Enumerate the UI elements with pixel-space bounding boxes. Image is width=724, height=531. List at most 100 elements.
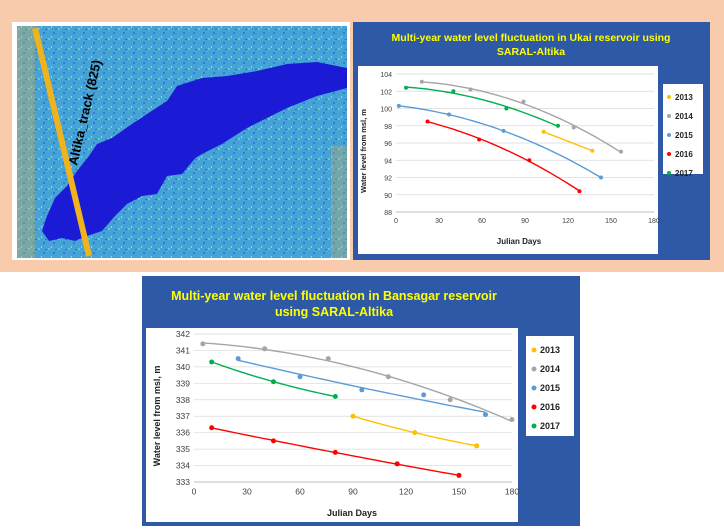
bans-legend-label-2016: 2016: [540, 402, 560, 412]
ukai-point-2014: [619, 149, 624, 154]
bans-point-2014: [385, 374, 391, 380]
bans-legend-marker-2017: [531, 423, 537, 429]
bans-y-tick-label: 337: [176, 411, 190, 421]
ukai-y-tick-label: 100: [380, 107, 392, 114]
bans-point-2015: [235, 356, 241, 362]
bans-trendline-2014: [202, 342, 513, 423]
ukai-point-2015: [598, 175, 603, 180]
bans-y-tick-label: 335: [176, 444, 190, 454]
ukai-legend-marker-2016: [667, 152, 671, 156]
bans-point-2015: [359, 387, 365, 393]
bans-legend-label-2015: 2015: [540, 383, 560, 393]
bans-y-tick-label: 339: [176, 378, 190, 388]
ukai-chart-title-line1: Multi-year water level fluctuation in Uk…: [392, 32, 671, 44]
ukai-point-2016: [425, 119, 430, 124]
ukai-x-tick-label: 0: [394, 218, 398, 225]
ukai-legend-label-2017: 2017: [675, 169, 693, 178]
bans-y-tick-label: 340: [176, 362, 190, 372]
bansagar-chart-title-line1: Multi-year water level fluctuation in Ba…: [171, 289, 497, 303]
ukai-trendline-2014: [421, 81, 622, 153]
bans-point-2016: [271, 438, 276, 444]
bans-point-2017: [209, 359, 215, 365]
bans-legend-label-2014: 2014: [540, 364, 560, 374]
bans-point-2016: [394, 461, 400, 467]
bans-point-2016: [332, 449, 338, 455]
bans-y-tick-label: 334: [176, 461, 190, 471]
ukai-trendline-2016: [427, 121, 580, 192]
bans-y-tick-label: 336: [176, 428, 190, 438]
bans-legend-marker-2015: [531, 385, 537, 391]
ukai-y-tick-label: 98: [384, 124, 392, 131]
bansagar-plot-area: [146, 328, 518, 522]
bansagar-y-axis-label: Water level from msl, m: [152, 366, 162, 467]
ukai-point-2017: [451, 89, 456, 94]
bans-x-tick-label: 30: [242, 487, 252, 497]
ukai-x-axis-label: Julian Days: [497, 237, 542, 246]
altika-track-line: [32, 27, 92, 257]
bans-point-2016: [456, 472, 462, 478]
ukai-y-tick-label: 104: [380, 72, 392, 79]
ukai-legend-marker-2014: [667, 114, 671, 118]
bans-y-tick-label: 333: [176, 477, 190, 487]
ukai-legend-marker-2013: [667, 95, 671, 99]
ukai-point-2017: [555, 123, 560, 128]
bans-point-2014: [325, 356, 331, 362]
ukai-chart-title-line2: SARAL-Altika: [497, 46, 565, 58]
bansagar-chart: Multi-year water level fluctuation in Ba…: [146, 289, 574, 522]
bans-x-tick-label: 60: [295, 487, 305, 497]
ukai-point-2017: [504, 106, 509, 111]
ukai-point-2015: [501, 128, 506, 133]
satellite-noise-band: [17, 26, 35, 258]
bans-point-2015: [483, 412, 488, 418]
bans-legend-label-2013: 2013: [540, 345, 560, 355]
ukai-y-tick-label: 96: [384, 141, 392, 148]
ukai-point-2014: [521, 99, 526, 104]
ukai-trendline-2013: [543, 131, 593, 152]
ukai-point-2013: [541, 129, 546, 134]
ukai-x-tick-label: 60: [478, 218, 486, 225]
ukai-point-2016: [527, 158, 532, 163]
satellite-image: Altika_track (825): [17, 26, 347, 258]
bans-point-2013: [350, 413, 356, 419]
bans-x-tick-label: 0: [192, 487, 197, 497]
ukai-trendline-2017: [405, 86, 559, 128]
ukai-point-2013: [590, 148, 595, 153]
ukai-y-tick-label: 88: [384, 210, 392, 217]
bans-point-2013: [474, 443, 480, 449]
ukai-point-2014: [571, 125, 576, 130]
ukai-point-2016: [477, 137, 482, 142]
ukai-y-tick-label: 94: [384, 158, 392, 165]
bansagar-x-axis-label: Julian Days: [327, 508, 377, 518]
reservoir-arm: [167, 142, 197, 176]
bans-point-2015: [297, 374, 303, 380]
bans-point-2014: [509, 417, 515, 423]
bans-point-2016: [209, 425, 215, 431]
ukai-y-axis-label: Water level from msl, m: [359, 109, 368, 193]
bans-point-2017: [271, 379, 276, 385]
bansagar-chart-title-line2: using SARAL-Altika: [275, 305, 394, 319]
ukai-y-tick-label: 90: [384, 193, 392, 200]
bans-point-2014: [262, 346, 268, 352]
ukai-point-2015: [447, 112, 452, 117]
reservoir-water-body: [42, 62, 347, 241]
ukai-x-tick-label: 150: [605, 218, 617, 225]
ukai-legend-label-2013: 2013: [675, 93, 693, 102]
ukai-chart-panel: Multi-year water level fluctuation in Uk…: [353, 22, 710, 260]
bans-legend-marker-2014: [531, 366, 537, 372]
ukai-x-tick-label: 180: [648, 218, 660, 225]
ukai-legend-marker-2017: [667, 171, 671, 175]
bans-point-2017: [332, 393, 338, 399]
bans-x-tick-label: 90: [348, 487, 358, 497]
bans-y-tick-label: 342: [176, 329, 190, 339]
ukai-y-tick-label: 102: [380, 89, 392, 96]
bans-x-tick-label: 180: [505, 487, 519, 497]
bansagar-chart-panel: Multi-year water level fluctuation in Ba…: [142, 276, 580, 526]
bans-y-tick-label: 341: [176, 345, 190, 355]
ukai-point-2014: [419, 79, 424, 84]
ukai-legend-marker-2015: [667, 133, 671, 137]
ukai-legend-box: [663, 84, 703, 174]
satellite-noise-band-right: [331, 146, 347, 258]
ukai-legend-label-2014: 2014: [675, 112, 693, 121]
ukai-point-2016: [577, 189, 582, 194]
bans-legend-marker-2013: [531, 347, 537, 353]
